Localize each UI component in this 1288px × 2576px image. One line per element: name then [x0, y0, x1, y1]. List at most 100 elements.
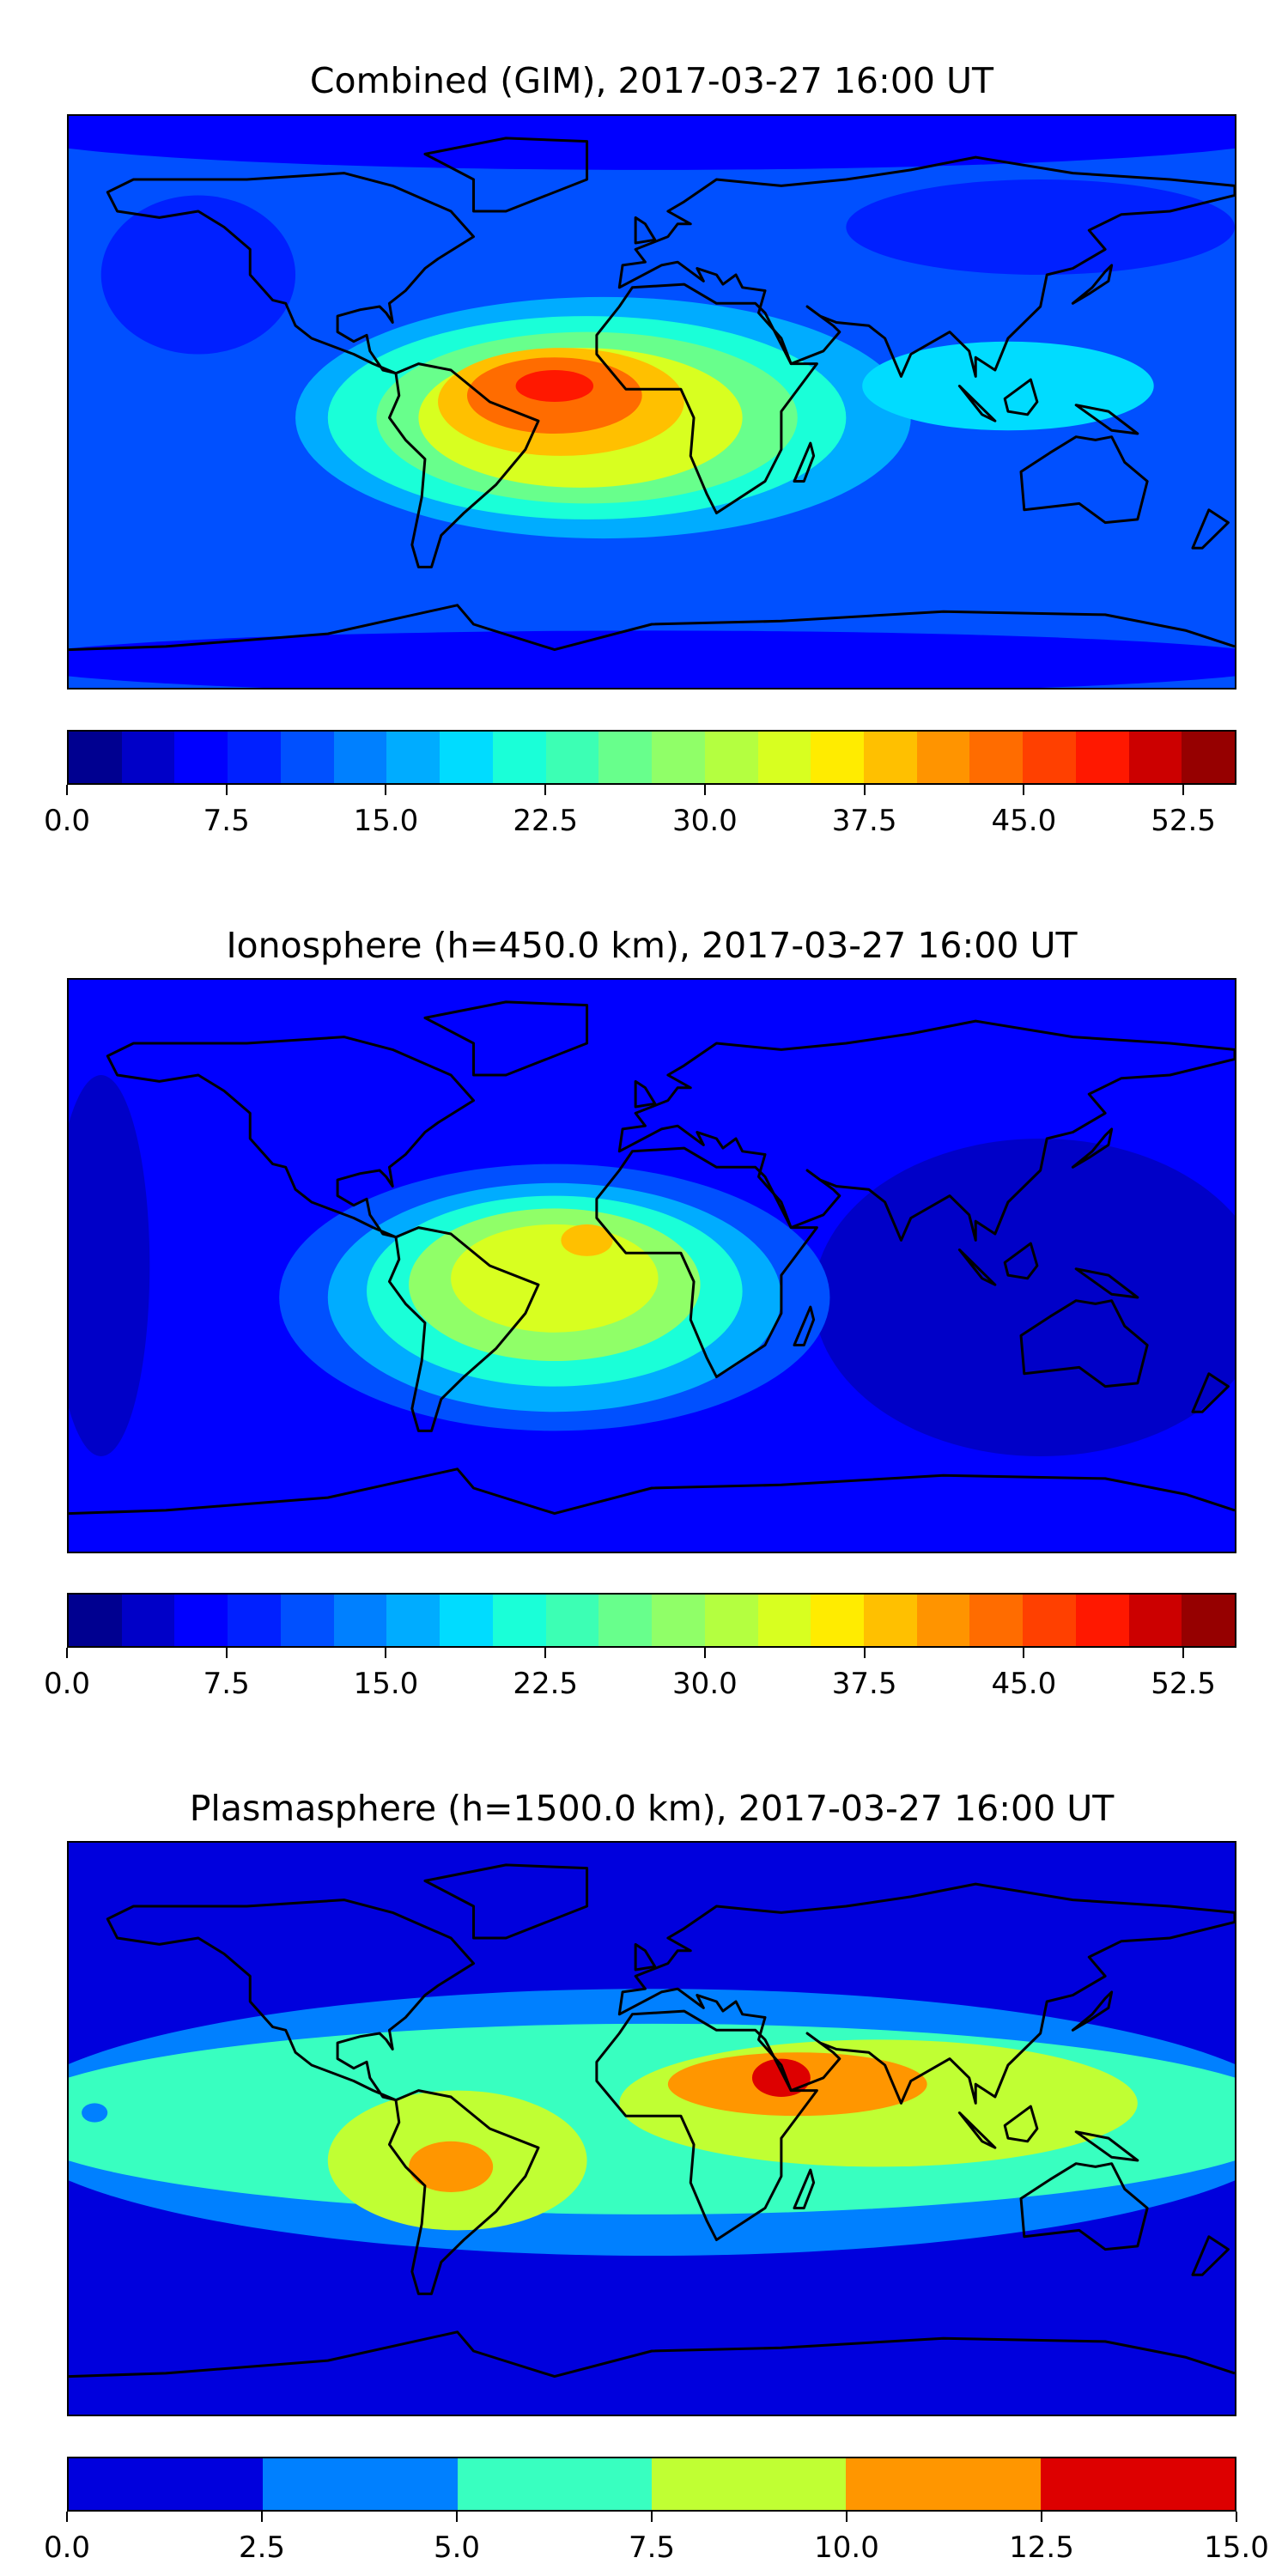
coastline [1072, 265, 1111, 303]
coastline [1005, 1243, 1037, 1279]
colorbar-tick-label: 15.0 [1204, 2530, 1269, 2565]
coastline [1021, 1301, 1147, 1387]
coastline [1005, 2106, 1037, 2142]
colorbar-tick [66, 1648, 68, 1658]
colorbar-segment [1023, 732, 1076, 783]
colorbar-tick-label: 30.0 [672, 804, 738, 838]
coastline [69, 605, 1235, 650]
contour-region [515, 370, 594, 402]
colorbar-tick [544, 785, 547, 795]
colorbar-tick [1182, 1648, 1185, 1658]
coastline [107, 173, 473, 374]
map-plot [67, 1841, 1236, 2416]
colorbar-segment [69, 732, 122, 783]
coastline [1072, 1129, 1111, 1167]
coastline [389, 1228, 538, 1431]
colorbar [67, 1593, 1236, 1648]
colorbar-segment [457, 2458, 652, 2510]
colorbar-segment [228, 1595, 281, 1646]
colorbar-segment [69, 2458, 264, 2510]
colorbar [67, 730, 1236, 785]
contour-region [409, 2141, 494, 2192]
colorbar-tick-label: 7.5 [203, 1667, 250, 1701]
map-plot [67, 978, 1236, 1553]
colorbar-tick [544, 1648, 547, 1658]
colorbar-tick-label: 15.0 [353, 804, 419, 838]
colorbar-tick [456, 2512, 458, 2522]
colorbar-segment [1182, 1595, 1236, 1646]
colorbar-segment [121, 732, 175, 783]
colorbar-segment [545, 1595, 599, 1646]
colorbar-ticks: 0.0 7.5 15.0 22.5 30.0 37.5 45.0 52.5 [44, 785, 1236, 845]
colorbar-segment [1023, 1595, 1076, 1646]
contour-region [100, 195, 296, 355]
colorbar-tick [261, 2512, 263, 2522]
colorbar-segment [1075, 732, 1129, 783]
contour-region [451, 1224, 659, 1333]
colorbar-tick-label: 37.5 [831, 804, 897, 838]
contour-region [82, 2103, 108, 2123]
colorbar-tick [651, 2512, 653, 2522]
coastline [794, 443, 814, 481]
colorbar-segment [969, 732, 1024, 783]
coastline [619, 1021, 1235, 1240]
colorbar-tick-label: 37.5 [831, 1667, 897, 1701]
colorbar-segment [704, 1595, 758, 1646]
coastline [389, 364, 538, 568]
colorbar-tick [225, 1648, 228, 1658]
coastline [425, 1865, 587, 1938]
contour-region [69, 630, 1235, 688]
colorbar-tick [1236, 2512, 1237, 2522]
colorbar-segment [652, 1595, 705, 1646]
coastline [597, 1148, 817, 1376]
colorbar-segment [228, 732, 281, 783]
coastline [635, 1944, 655, 1970]
colorbar-segment [69, 1595, 122, 1646]
colorbar-tick [1023, 785, 1025, 795]
colorbar-segment [811, 732, 865, 783]
colorbar [67, 2457, 1236, 2512]
colorbar-tick [66, 785, 68, 795]
coastline [597, 284, 817, 513]
colorbar-segment [1128, 732, 1182, 783]
coastline [959, 386, 994, 422]
colorbar-segment [598, 732, 653, 783]
colorbar-segment [545, 732, 599, 783]
colorbar-segment [333, 1595, 387, 1646]
colorbar-tick [863, 785, 866, 795]
colorbar-tick-label: 10.0 [814, 2530, 879, 2565]
coastline [1005, 380, 1037, 415]
colorbar-segment [121, 1595, 175, 1646]
colorbar-tick-label: 5.0 [433, 2530, 481, 2565]
plot-title: Ionosphere (h=450.0 km), 2017-03-27 16:0… [226, 925, 1078, 966]
colorbar-tick-label: 0.0 [43, 2530, 91, 2565]
colorbar-segment [1040, 2458, 1235, 2510]
colorbar-segment [333, 732, 387, 783]
coastline [69, 1469, 1235, 1514]
colorbar-tick [703, 785, 706, 795]
colorbar-segment [440, 1595, 493, 1646]
colorbar-segment [280, 732, 334, 783]
coastline [959, 1250, 994, 1285]
coastline [1076, 2132, 1138, 2160]
colorbar-segment [598, 1595, 653, 1646]
colorbar-segment [969, 1595, 1024, 1646]
coastline [1072, 1992, 1111, 2030]
colorbar-segment [652, 732, 705, 783]
colorbar-tick-label: 2.5 [238, 2530, 286, 2565]
colorbar-tick [703, 1648, 706, 1658]
colorbar-segment [174, 732, 228, 783]
colorbar-segment [811, 1595, 865, 1646]
colorbar-segment [174, 1595, 228, 1646]
colorbar-tick [1041, 2512, 1042, 2522]
coastline [959, 2113, 994, 2148]
colorbar-tick-label: 15.0 [353, 1667, 419, 1701]
colorbar-tick [225, 785, 228, 795]
contour-region [561, 1224, 613, 1256]
colorbar-tick-label: 45.0 [991, 804, 1057, 838]
coastline [619, 157, 1235, 376]
colorbar-segment [440, 732, 493, 783]
colorbar-segment [846, 2458, 1041, 2510]
colorbar-segment [757, 1595, 811, 1646]
coastline [635, 217, 655, 243]
